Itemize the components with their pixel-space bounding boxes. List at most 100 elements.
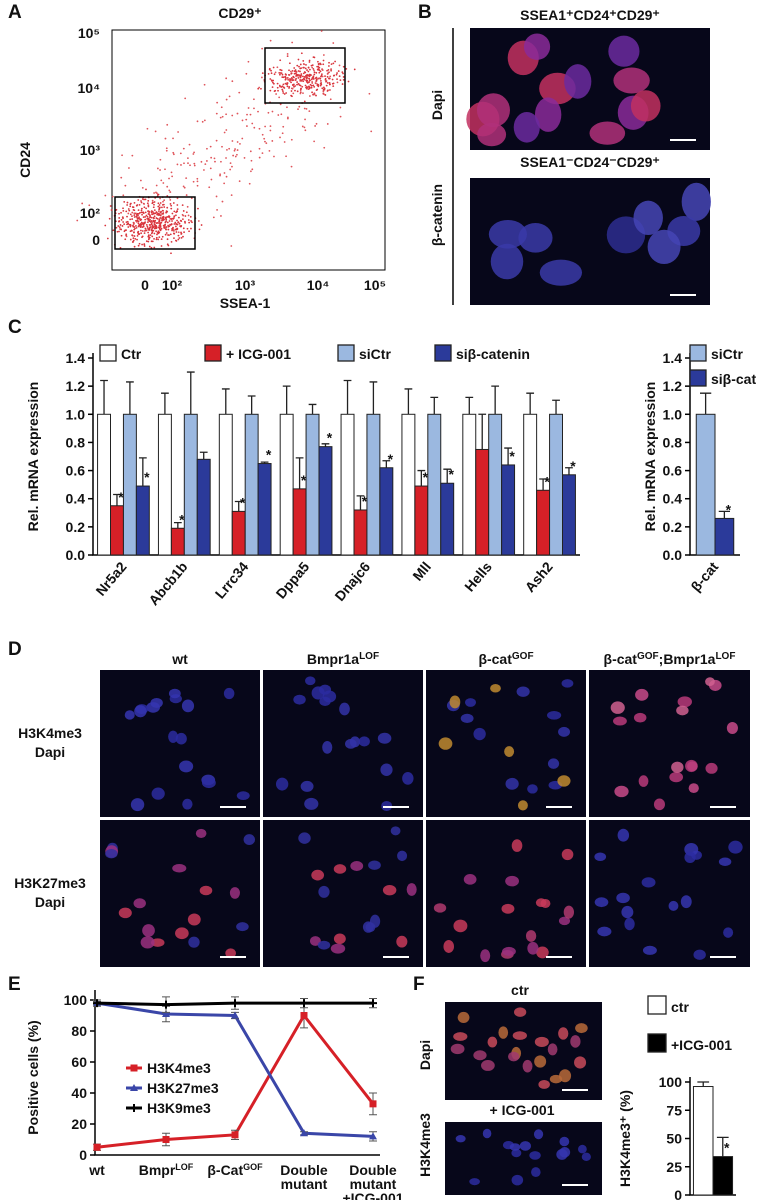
nucleus <box>188 936 200 948</box>
legend-label: + ICG-001 <box>226 346 291 362</box>
text-segment: LOF <box>175 1162 193 1172</box>
event-dot <box>281 73 284 76</box>
event-dot <box>157 205 160 208</box>
event-dot <box>290 72 293 75</box>
event-dot <box>155 217 158 219</box>
event-dot <box>315 78 318 81</box>
event-dot <box>158 221 161 224</box>
event-dot <box>182 147 185 150</box>
event-dot <box>286 55 289 58</box>
event-dot <box>173 232 176 235</box>
event-dot <box>176 163 179 166</box>
nucleus <box>617 828 630 842</box>
event-dot <box>347 80 350 83</box>
bar <box>122 413 137 556</box>
event-dot <box>338 64 341 67</box>
event-dot <box>271 140 274 142</box>
counterstain-label: Dapi <box>417 1040 433 1070</box>
event-dot <box>118 217 121 219</box>
event-dot <box>178 237 181 239</box>
event-dot <box>172 202 175 204</box>
nucleus <box>676 705 689 716</box>
event-dot <box>135 215 138 218</box>
event-dot <box>122 221 125 223</box>
event-dot <box>261 76 263 79</box>
legend-label: siCtr <box>359 346 391 362</box>
event-dot <box>153 220 156 223</box>
event-dot <box>289 70 292 73</box>
event-dot <box>131 215 133 218</box>
event-dot <box>307 66 310 69</box>
error-bar <box>161 392 169 415</box>
y-tick-label: 0.6 <box>66 463 86 479</box>
event-dot <box>140 229 142 232</box>
nucleus <box>514 1007 527 1017</box>
nucleus <box>140 936 155 949</box>
event-dot <box>140 211 143 214</box>
event-dot <box>171 227 173 230</box>
nucleus <box>519 1141 531 1151</box>
event-dot <box>219 173 222 176</box>
event-dot <box>196 184 199 187</box>
event-dot <box>299 92 302 95</box>
event-dot <box>338 75 341 78</box>
event-dot <box>109 205 112 207</box>
event-dot <box>299 78 302 81</box>
event-dot <box>188 143 191 146</box>
event-dot <box>180 236 183 239</box>
event-dot <box>147 228 150 231</box>
event-dot <box>177 216 180 219</box>
event-dot <box>322 88 325 91</box>
event-dot <box>303 71 306 73</box>
y-tick-label: 1.4 <box>663 350 683 366</box>
y-axis-label: CD24 <box>17 142 33 178</box>
event-dot <box>223 131 226 134</box>
nucleus <box>511 839 523 852</box>
event-dot <box>293 72 296 75</box>
event-dot <box>147 240 150 243</box>
event-dot <box>276 82 279 85</box>
nucleus <box>498 1026 509 1039</box>
marker <box>369 999 377 1008</box>
event-dot <box>308 61 311 63</box>
event-dot <box>144 198 147 201</box>
event-dot <box>200 224 203 226</box>
nucleus <box>453 1032 468 1041</box>
error-bar <box>491 385 500 415</box>
event-dot <box>166 221 169 224</box>
bar <box>340 413 355 556</box>
event-dot <box>264 140 266 143</box>
event-dot <box>129 238 132 241</box>
event-dot <box>156 194 159 196</box>
event-dot <box>313 140 316 143</box>
nucleus <box>534 1055 547 1068</box>
bar <box>170 527 185 556</box>
event-dot <box>141 243 144 246</box>
y-tick-label: 0 <box>92 232 100 248</box>
event-dot <box>310 86 313 89</box>
event-dot <box>178 222 181 225</box>
nucleus <box>460 713 474 723</box>
event-dot <box>321 69 324 71</box>
bar <box>292 488 307 556</box>
event-dot <box>173 210 176 213</box>
bar <box>695 413 716 556</box>
event-dot <box>315 94 317 97</box>
event-dot <box>221 200 224 203</box>
nucleus <box>685 759 698 773</box>
event-dot <box>285 92 288 94</box>
event-dot <box>140 232 143 235</box>
event-dot <box>320 75 322 78</box>
nucleus <box>397 850 408 862</box>
nucleus <box>533 1129 544 1140</box>
column-header: Bmpr1aLOF <box>307 651 379 668</box>
error-bar <box>282 385 291 415</box>
event-dot <box>146 227 149 229</box>
event-dot <box>168 225 171 228</box>
nucleus <box>381 800 393 812</box>
event-dot <box>303 100 306 103</box>
event-dot <box>226 148 228 151</box>
micrograph <box>263 670 423 817</box>
error-bar <box>504 447 512 465</box>
nucleus <box>538 1079 550 1089</box>
